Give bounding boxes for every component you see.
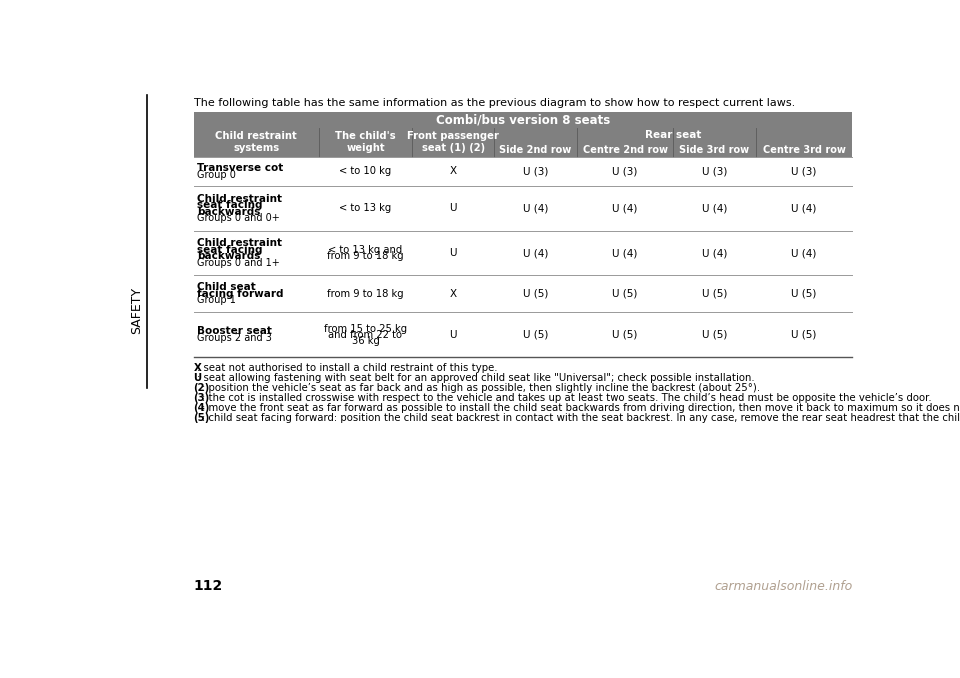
Bar bbox=[194, 275, 852, 313]
Text: 36 kg: 36 kg bbox=[351, 336, 379, 346]
Text: U (4): U (4) bbox=[523, 203, 548, 214]
Text: Groups 0 and 0+: Groups 0 and 0+ bbox=[197, 213, 279, 223]
Text: Child seat: Child seat bbox=[197, 282, 255, 292]
Text: Front passenger
seat (1) (2): Front passenger seat (1) (2) bbox=[407, 132, 499, 153]
Text: Group 1: Group 1 bbox=[197, 296, 235, 305]
Text: U (5): U (5) bbox=[791, 289, 817, 299]
Text: U (4): U (4) bbox=[791, 248, 817, 258]
Text: < to 10 kg: < to 10 kg bbox=[339, 167, 392, 176]
Text: (4): (4) bbox=[194, 403, 210, 413]
Text: 112: 112 bbox=[194, 578, 223, 593]
Text: Side 3rd row: Side 3rd row bbox=[680, 145, 750, 155]
Bar bbox=[194, 231, 852, 275]
Text: : the cot is installed crosswise with respect to the vehicle and takes up at lea: : the cot is installed crosswise with re… bbox=[203, 393, 932, 403]
Text: Child restraint: Child restraint bbox=[197, 194, 281, 203]
Text: U (5): U (5) bbox=[702, 330, 728, 340]
Text: The child's
weight: The child's weight bbox=[335, 132, 396, 153]
Text: Rear seat: Rear seat bbox=[645, 130, 702, 140]
Bar bbox=[194, 186, 852, 231]
Text: backwards: backwards bbox=[197, 207, 260, 217]
Text: U (4): U (4) bbox=[612, 248, 637, 258]
Text: U (4): U (4) bbox=[791, 203, 817, 214]
Text: U (5): U (5) bbox=[791, 330, 817, 340]
Bar bbox=[194, 157, 852, 186]
Text: Centre 3rd row: Centre 3rd row bbox=[762, 145, 846, 155]
Text: Side 2nd row: Side 2nd row bbox=[499, 145, 571, 155]
Text: Groups 0 and 1+: Groups 0 and 1+ bbox=[197, 258, 279, 268]
Text: < to 13 kg and: < to 13 kg and bbox=[328, 245, 402, 255]
Text: X: X bbox=[449, 167, 457, 176]
Text: Combi/bus version 8 seats: Combi/bus version 8 seats bbox=[436, 113, 611, 126]
Text: Booster seat: Booster seat bbox=[197, 326, 272, 336]
Text: < to 13 kg: < to 13 kg bbox=[339, 203, 392, 214]
Bar bbox=[194, 112, 852, 127]
Text: U (4): U (4) bbox=[702, 248, 728, 258]
Text: (5): (5) bbox=[194, 413, 210, 423]
Text: U (5): U (5) bbox=[612, 289, 637, 299]
Text: Groups 2 and 3: Groups 2 and 3 bbox=[197, 333, 272, 343]
Text: SAFETY: SAFETY bbox=[131, 287, 144, 334]
Text: backwards: backwards bbox=[197, 252, 260, 261]
Text: Centre 2nd row: Centre 2nd row bbox=[583, 145, 667, 155]
Text: seat facing: seat facing bbox=[197, 200, 262, 210]
Text: : seat allowing fastening with seat belt for an approved child seat like "Univer: : seat allowing fastening with seat belt… bbox=[197, 373, 755, 383]
Text: U (4): U (4) bbox=[523, 248, 548, 258]
Text: seat facing: seat facing bbox=[197, 245, 262, 255]
Text: Child restraint
systems: Child restraint systems bbox=[215, 132, 298, 153]
Text: Child restraint: Child restraint bbox=[197, 238, 281, 248]
Text: U (3): U (3) bbox=[523, 167, 548, 176]
Text: carmanualsonline.info: carmanualsonline.info bbox=[714, 580, 852, 593]
Text: U: U bbox=[449, 330, 457, 340]
Text: (3): (3) bbox=[194, 393, 210, 403]
Text: U (5): U (5) bbox=[523, 330, 548, 340]
Text: : move the front seat as far forward as possible to install the child seat backw: : move the front seat as far forward as … bbox=[203, 403, 960, 413]
Text: The following table has the same information as the previous diagram to show how: The following table has the same informa… bbox=[194, 98, 795, 108]
Text: and from 22 to: and from 22 to bbox=[328, 330, 402, 340]
Text: Group 0: Group 0 bbox=[197, 170, 235, 180]
Bar bbox=[194, 313, 852, 357]
Text: from 9 to 18 kg: from 9 to 18 kg bbox=[327, 251, 404, 261]
Text: X: X bbox=[449, 289, 457, 299]
Text: U (5): U (5) bbox=[612, 330, 637, 340]
Text: U (4): U (4) bbox=[612, 203, 637, 214]
Text: U (3): U (3) bbox=[612, 167, 637, 176]
Text: U (3): U (3) bbox=[791, 167, 817, 176]
Bar bbox=[194, 143, 852, 157]
Text: from 15 to 25 kg: from 15 to 25 kg bbox=[324, 323, 407, 334]
Text: : position the vehicle’s seat as far back and as high as possible, then slightly: : position the vehicle’s seat as far bac… bbox=[203, 383, 760, 393]
Text: (2): (2) bbox=[194, 383, 210, 393]
Text: U: U bbox=[194, 373, 202, 383]
Text: from 9 to 18 kg: from 9 to 18 kg bbox=[327, 289, 404, 299]
Text: facing forward: facing forward bbox=[197, 289, 283, 299]
Text: U (5): U (5) bbox=[702, 289, 728, 299]
Text: U (3): U (3) bbox=[702, 167, 728, 176]
Text: Transverse cot: Transverse cot bbox=[197, 163, 283, 173]
Text: : child seat facing forward: position the child seat backrest in contact with th: : child seat facing forward: position th… bbox=[203, 413, 960, 423]
Text: : seat not authorised to install a child restraint of this type.: : seat not authorised to install a child… bbox=[197, 363, 497, 373]
Text: U: U bbox=[449, 248, 457, 258]
Text: U (4): U (4) bbox=[702, 203, 728, 214]
Text: X: X bbox=[194, 363, 202, 373]
Text: U (5): U (5) bbox=[523, 289, 548, 299]
Bar bbox=[194, 127, 852, 143]
Text: U: U bbox=[449, 203, 457, 214]
